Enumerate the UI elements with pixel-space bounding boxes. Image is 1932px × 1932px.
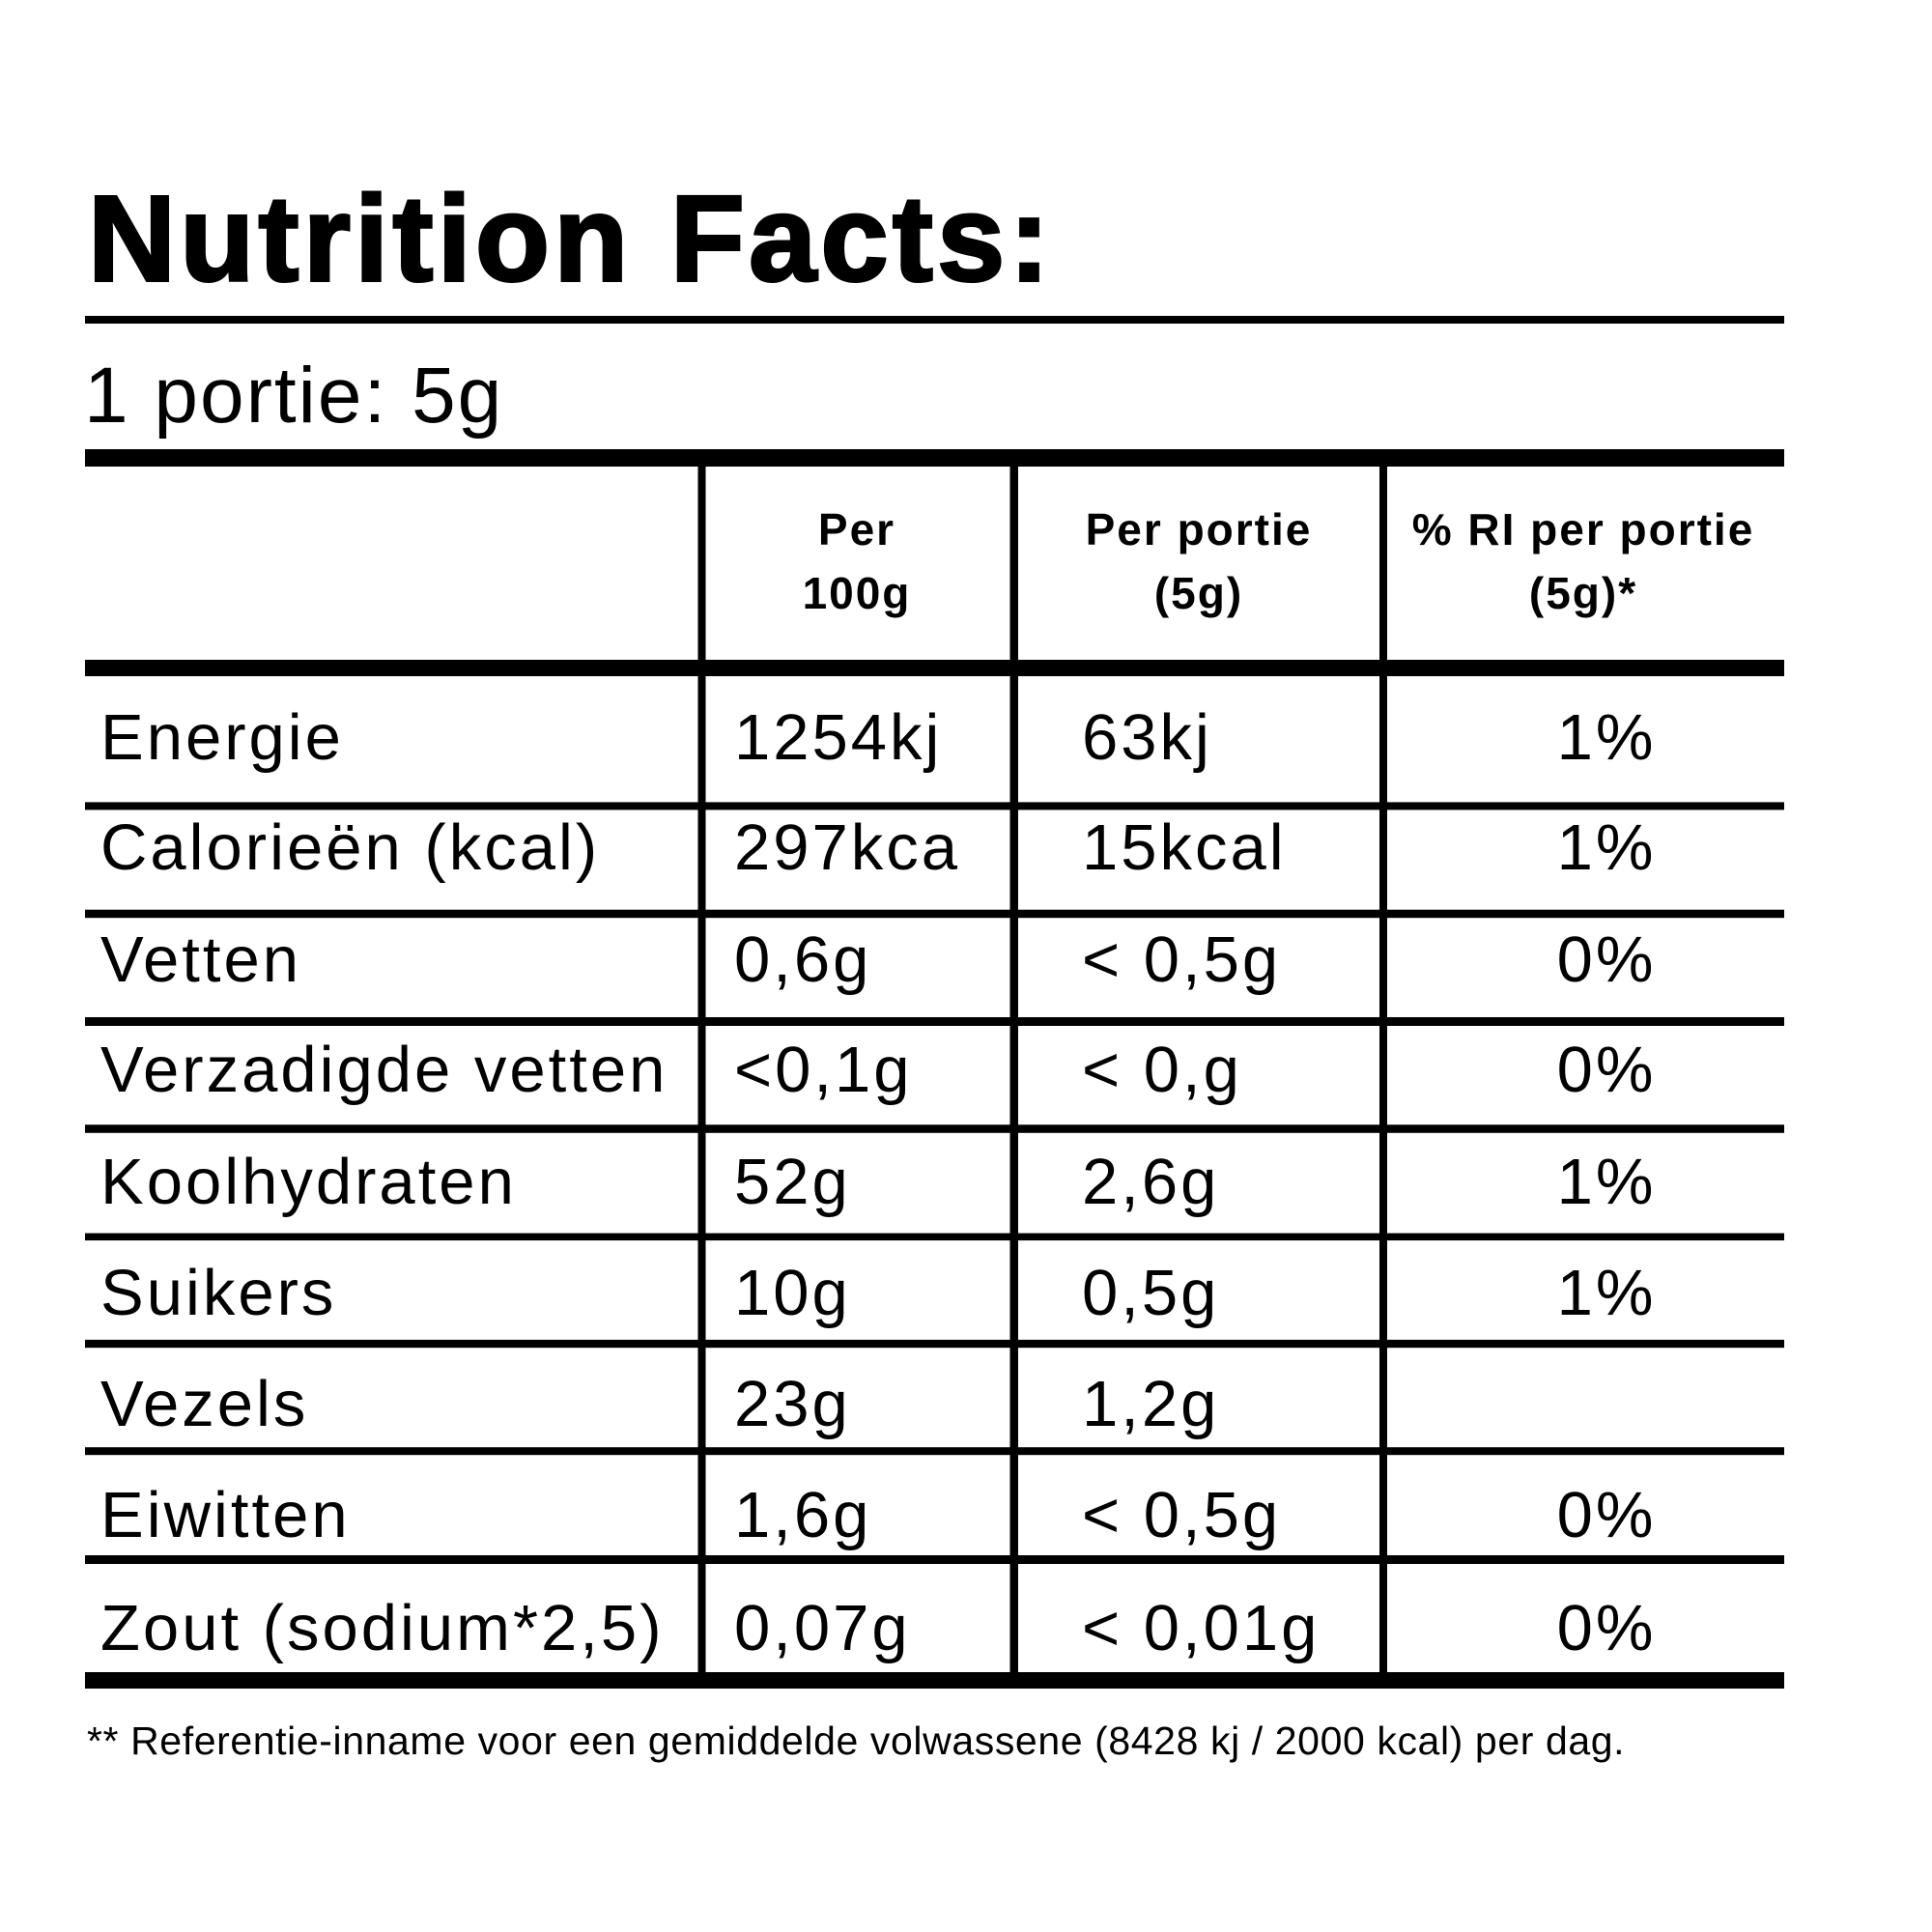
svg-text:0%: 0% xyxy=(1557,1034,1657,1106)
svg-text:Suikers: Suikers xyxy=(100,1257,336,1329)
svg-text:1 portie: 5g: 1 portie: 5g xyxy=(84,352,503,440)
svg-text:1%: 1% xyxy=(1557,1146,1657,1218)
svg-text:1,6g: 1,6g xyxy=(734,1479,871,1551)
svg-text:(5g)*: (5g)* xyxy=(1529,568,1637,618)
svg-text:1%: 1% xyxy=(1557,1257,1657,1329)
svg-text:52g: 52g xyxy=(734,1146,851,1218)
svg-text:< 0,5g: < 0,5g xyxy=(1082,923,1281,996)
svg-text:Zout (sodium*2,5): Zout (sodium*2,5) xyxy=(100,1592,665,1664)
svg-text:1,2g: 1,2g xyxy=(1082,1368,1219,1440)
svg-text:297kca: 297kca xyxy=(734,811,960,884)
svg-text:100g: 100g xyxy=(803,568,912,618)
svg-text:<0,1g: <0,1g xyxy=(734,1034,913,1106)
svg-text:23g: 23g xyxy=(734,1368,851,1440)
svg-text:< 0,01g: < 0,01g xyxy=(1082,1592,1320,1664)
svg-text:0,5g: 0,5g xyxy=(1082,1257,1219,1329)
svg-text:** Referentie-inname voor een: ** Referentie-inname voor een gemiddelde… xyxy=(87,1719,1625,1763)
svg-text:0%: 0% xyxy=(1557,1592,1657,1664)
svg-text:Vezels: Vezels xyxy=(100,1368,308,1440)
svg-text:Per: Per xyxy=(818,504,895,554)
svg-text:Nutrition Facts:: Nutrition Facts: xyxy=(88,171,1054,307)
svg-text:0%: 0% xyxy=(1557,1479,1657,1551)
svg-text:0,6g: 0,6g xyxy=(734,923,871,996)
svg-text:2,6g: 2,6g xyxy=(1082,1146,1219,1218)
svg-text:1%: 1% xyxy=(1557,811,1657,884)
svg-text:Vetten: Vetten xyxy=(100,923,301,996)
svg-text:1%: 1% xyxy=(1557,701,1657,774)
svg-text:Eiwitten: Eiwitten xyxy=(100,1479,351,1551)
svg-text:0,07g: 0,07g xyxy=(734,1592,911,1664)
svg-text:10g: 10g xyxy=(734,1257,851,1329)
svg-text:Per portie: Per portie xyxy=(1086,504,1313,554)
svg-text:15kcal: 15kcal xyxy=(1082,811,1287,884)
svg-text:Koolhydraten: Koolhydraten xyxy=(100,1146,517,1218)
svg-text:0%: 0% xyxy=(1557,923,1657,996)
svg-text:< 0,g: < 0,g xyxy=(1082,1034,1242,1106)
svg-text:Calorieën (kcal): Calorieën (kcal) xyxy=(100,811,600,884)
svg-text:% RI per portie: % RI per portie xyxy=(1412,504,1755,554)
svg-text:1254kj: 1254kj xyxy=(734,701,942,774)
svg-text:63kj: 63kj xyxy=(1082,701,1212,774)
svg-text:(5g): (5g) xyxy=(1154,568,1243,618)
svg-text:Energie: Energie xyxy=(100,701,344,774)
svg-text:< 0,5g: < 0,5g xyxy=(1082,1479,1281,1551)
svg-text:Verzadigde vetten: Verzadigde vetten xyxy=(100,1034,668,1106)
